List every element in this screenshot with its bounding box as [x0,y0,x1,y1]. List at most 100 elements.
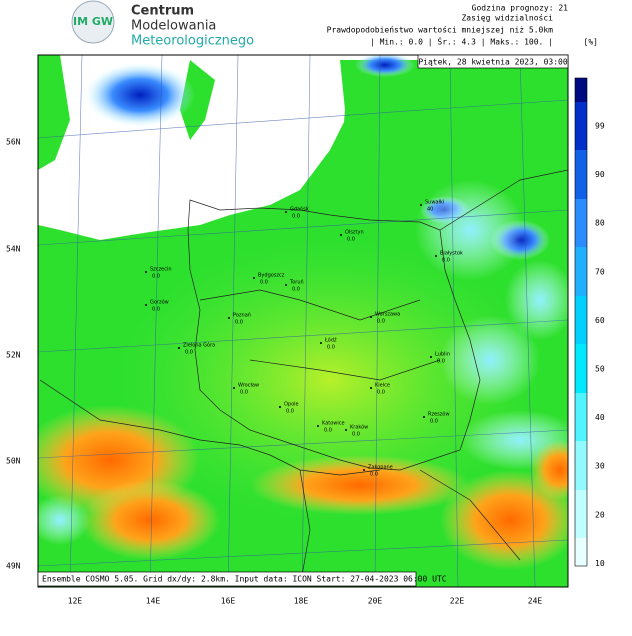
city-value: 0.0 [152,307,160,313]
colorbar-tick: 30 [595,462,605,471]
city-name: Suwałki [425,200,444,206]
city-name: Toruń [289,279,304,286]
city-dot [345,429,347,431]
city-dot [370,387,372,389]
city-name: Kielce [375,383,390,389]
city-name: Kraków [350,424,368,431]
city-value: 0.0 [442,258,450,264]
city-dot [233,387,235,389]
date: Piątek, 28 kwietnia 2023, 03:00 [418,58,567,67]
lat-label: 50N [6,457,21,466]
city-value: 0.0 [370,472,378,478]
city-dot [420,204,422,206]
city-name: Łódź [324,337,337,344]
city-name: Gorzów [150,299,169,306]
city-name: Bydgoszcz [258,273,285,279]
city-value: 0.0 [240,390,248,396]
city-name: Gdańsk [290,206,309,213]
colorbar-tick: 60 [595,316,605,325]
colorbar-tick: 20 [595,510,605,519]
date-box [417,54,569,69]
colorbar [574,77,588,567]
city-name: Rzeszów [428,411,450,418]
forecast-hour: Godzina prognozy: 21 [472,4,569,13]
colorbar-tick: 40 [595,413,605,422]
logo-line: Modelowania [131,19,216,34]
field-desc: Prawdopodobieństwo wartości mniejszej ni… [327,25,554,35]
city-value: 0.0 [152,274,160,280]
lon-label: 22E [450,597,465,606]
lat-label: 56N [6,138,21,147]
city-value: 0.0 [235,320,243,326]
colorbar-tick: 99 [595,122,605,131]
city-value: 0.0 [185,350,193,356]
city-value: 0.0 [430,419,438,425]
lon-label: 14E [146,597,161,606]
city-dot [363,469,365,471]
city-dot [340,234,342,236]
city-value: 0.0 [292,214,300,220]
city-dot [370,316,372,318]
city-value: 0.0 [347,237,355,243]
city-name: Szczecin [150,267,172,273]
city-value: 0.0 [292,287,300,293]
city-dot [435,255,437,257]
city-dot [228,317,230,319]
city-name: Opole [284,402,299,408]
city-name: Poznań [233,312,251,319]
city-dot [317,425,319,427]
colorbar-tick: 50 [595,365,605,374]
map [38,55,568,587]
city-dot [430,356,432,358]
city-name: Zakopane [368,465,393,471]
city-name: Białystok [440,251,463,257]
lon-label: 18E [294,597,309,606]
city-name: Lublin [435,352,450,358]
city-name: Olsztyn [345,230,364,236]
logo-line: Centrum [131,4,194,19]
city-name: Zielona Góra [183,342,215,349]
city-value: 0.0 [327,345,335,351]
lat-label: 52N [6,351,21,360]
city-value: 0.0 [260,280,268,286]
footer-box [37,571,417,587]
map-frame [37,54,569,588]
colorbar-tick: 90 [595,170,605,179]
city-dot [253,277,255,279]
city-value: 40 [427,207,433,213]
city-dot [320,342,322,344]
colorbar-tick: 80 [595,219,605,228]
city-dot [285,211,287,213]
colorbar-tick: 10 [595,559,605,568]
city-value: 0.0 [324,428,332,434]
colorbar-tick: 70 [595,267,605,276]
city-dot [423,416,425,418]
logo-line: Meteorologicznego [131,34,254,49]
city-dot [145,304,147,306]
city-name: Wrocław [238,383,259,389]
field-stats: | Min.: 0.0 | Śr.: 4.3 | Maks.: 100. | [370,36,553,47]
field-name: Zasięg widzialności [461,13,553,23]
unit: [%] [584,38,598,47]
city-name: Warszawa [375,312,400,318]
city-value: 0.0 [286,409,294,415]
city-dot [285,284,287,286]
footer: Ensemble COSMO 5.05. Grid dx/dy: 2.8km. … [42,575,447,584]
logo-mark: IM GW [73,15,113,28]
city-value: 0.0 [377,319,385,325]
lon-label: 16E [221,597,236,606]
city-dot [279,406,281,408]
logo: IM GW Centrum Modelowania Meteorologiczn… [71,0,254,49]
city-value: 0.0 [352,432,360,438]
city-value: 0.0 [377,390,385,396]
city-value: 0.0 [437,359,445,365]
lat-label: 49N [6,562,21,571]
lon-label: 20E [368,597,383,606]
city-dot [145,271,147,273]
city-name: Katowice [322,421,345,427]
lon-label: 24E [528,597,543,606]
city-dot [178,347,180,349]
lon-label: 12E [68,597,83,606]
lat-label: 54N [6,245,21,254]
